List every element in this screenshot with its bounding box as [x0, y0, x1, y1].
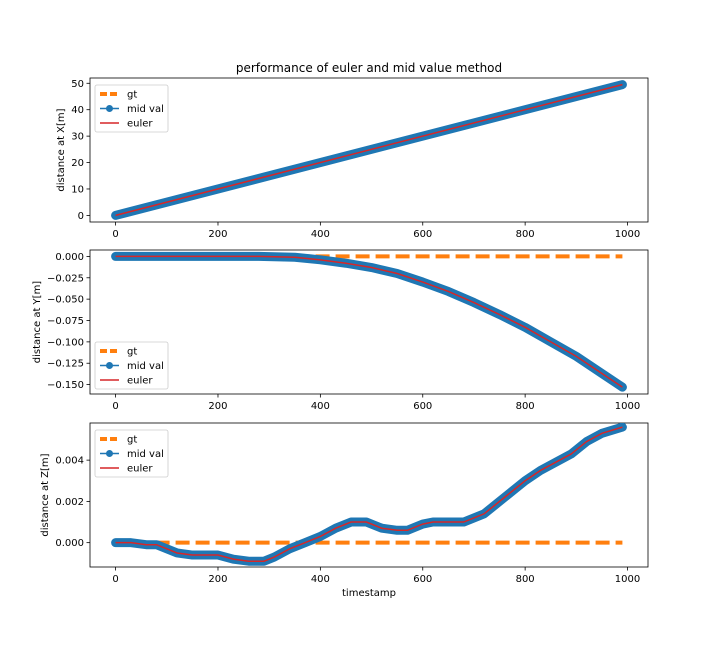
x-tick-label: 400: [311, 574, 330, 585]
plot-data: [111, 423, 627, 566]
subplot-2: 0 200 400 600 800 1000 0.000 −0.025 −0.050 −0.075…: [32, 249, 649, 412]
legend-label: gt: [127, 347, 137, 358]
x-tick-label: 0: [112, 229, 118, 240]
series-euler-line: [115, 426, 623, 562]
legend-box: [94, 429, 169, 478]
x-tick-label: 1000: [615, 574, 640, 585]
legend-label: euler: [127, 464, 153, 475]
subplots-group: 0 200 400 600 800 1000 0 10 20 30 40 50 distance at …: [32, 77, 649, 585]
series-euler-line: [115, 255, 623, 388]
y-tick-label: −0.150: [47, 380, 84, 391]
plot-data: [111, 251, 627, 392]
plot-frame: [89, 249, 649, 395]
y-tick-label: −0.100: [47, 337, 84, 348]
legend-box: [94, 84, 169, 133]
x-tick-label: 800: [516, 574, 535, 585]
x-tick-label: 0: [112, 401, 118, 412]
subplot-1: 0 200 400 600 800 1000 0 10 20 30 40 50 distance at …: [56, 77, 649, 240]
legend-label: euler: [127, 119, 153, 130]
y-tick-label: 50: [71, 79, 84, 90]
legend-label: gt: [127, 435, 137, 446]
y-tick-label: −0.050: [47, 295, 84, 306]
legend-mid-val-marker: [106, 450, 113, 457]
x-axis-label: timestamp: [342, 588, 396, 599]
y-axis-label: distance at Y[m]: [32, 281, 43, 364]
legend-label: euler: [127, 376, 153, 387]
series-euler-line: [115, 83, 623, 217]
y-tick-label: 30: [71, 132, 84, 143]
y-tick-label: 0.004: [55, 456, 84, 467]
y-tick-label: 10: [71, 184, 84, 195]
y-tick-label: −0.025: [47, 273, 84, 284]
legend-box: [94, 341, 169, 390]
y-tick-label: 40: [71, 105, 84, 116]
x-tick-label: 600: [413, 229, 432, 240]
y-tick-label: 0.000: [55, 538, 84, 549]
legend: gt mid val euler: [94, 341, 169, 390]
legend-label: gt: [127, 90, 137, 101]
x-tick-label: 1000: [615, 401, 640, 412]
subplot-3: 0 200 400 600 800 1000 0.000 0.002 0.004 distance…: [40, 422, 649, 585]
series-mid-val-point: [619, 423, 626, 431]
y-axis-label: distance at Z[m]: [40, 453, 51, 536]
legend-label: mid val: [127, 449, 164, 460]
x-tick-label: 600: [413, 574, 432, 585]
x-tick-label: 400: [311, 401, 330, 412]
x-tick-label: 1000: [615, 229, 640, 240]
plot-data: [111, 80, 627, 220]
y-tick-label: 0.002: [55, 497, 84, 508]
legend-label: mid val: [127, 361, 164, 372]
plot-frame: [89, 77, 649, 223]
y-axis-label: distance at X[m]: [56, 108, 67, 191]
chart-title: performance of euler and mid value metho…: [236, 61, 502, 75]
y-tick-label: 0.000: [55, 252, 84, 263]
x-tick-label: 0: [112, 574, 118, 585]
y-tick-label: −0.125: [47, 359, 84, 370]
y-tick-label: 20: [71, 158, 84, 169]
x-tick-label: 200: [208, 574, 227, 585]
legend-mid-val-marker: [106, 362, 113, 369]
legend-label: mid val: [127, 104, 164, 115]
y-tick-label: −0.075: [47, 316, 84, 327]
x-tick-label: 200: [208, 229, 227, 240]
legend: gt mid val euler: [94, 429, 169, 478]
legend: gt mid val euler: [94, 84, 169, 133]
x-tick-label: 800: [516, 401, 535, 412]
plot-frame: [89, 422, 649, 568]
x-tick-label: 800: [516, 229, 535, 240]
y-tick-label: 0: [78, 211, 84, 222]
x-tick-label: 200: [208, 401, 227, 412]
legend-mid-val-marker: [106, 105, 113, 112]
x-tick-label: 600: [413, 401, 432, 412]
x-tick-label: 400: [311, 229, 330, 240]
